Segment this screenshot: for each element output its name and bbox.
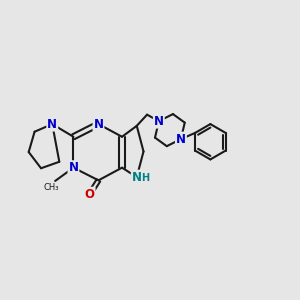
Text: N: N — [132, 171, 142, 184]
Text: N: N — [94, 118, 103, 130]
Text: CH₃: CH₃ — [44, 183, 59, 192]
Text: O: O — [85, 188, 94, 201]
Text: N: N — [154, 115, 164, 128]
Text: N: N — [47, 118, 57, 130]
Text: N: N — [176, 133, 186, 146]
Text: N: N — [68, 161, 78, 174]
Text: H: H — [141, 173, 149, 183]
